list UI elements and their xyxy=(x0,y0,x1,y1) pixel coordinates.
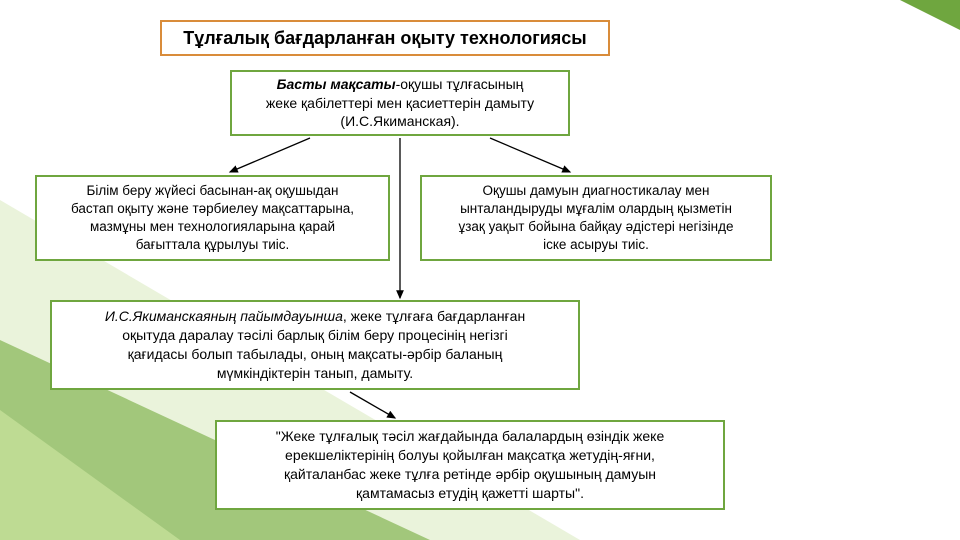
text-line: оқытуда даралау тәсілі барлық білім беру… xyxy=(122,326,508,345)
text-line: қағидасы болып табылады, оның мақсаты-әр… xyxy=(128,345,503,364)
diagram-title: Тұлғалық бағдарланған оқыту технологиясы xyxy=(160,20,610,56)
text-line: Оқушы дамуын диагностикалау мен xyxy=(483,182,710,200)
box-left: Білім беру жүйесі басынан-ақ оқушыданбас… xyxy=(35,175,390,261)
text-line: мүмкіндіктерін танып, дамыту. xyxy=(217,364,413,383)
box-goal: Басты мақсаты-оқушы тұлғасыныңжеке қабіл… xyxy=(230,70,570,136)
text-line: Білім беру жүйесі басынан-ақ оқушыдан xyxy=(86,182,338,200)
text-line: ерекшеліктерінің болуы қойылған мақсатқа… xyxy=(285,446,655,465)
text-line: бастап оқыту және тәрбиелеу мақсаттарына… xyxy=(71,200,354,218)
text-line: іске асыруы тиіс. xyxy=(543,236,649,254)
text-line: (И.С.Якиманская). xyxy=(340,112,459,131)
box-mid: И.С.Якиманскаяның пайымдауынша, жеке тұл… xyxy=(50,300,580,390)
text-line: "Жеке тұлғалық тәсіл жағдайында балалард… xyxy=(276,427,665,446)
text-line: мазмұны мен технологияларына қарай xyxy=(90,218,335,236)
text-line: ұзақ уақыт бойына байқау әдістері негізі… xyxy=(458,218,733,236)
text-line: Басты мақсаты-оқушы тұлғасының xyxy=(277,75,524,94)
text-line: И.С.Якиманскаяның пайымдауынша, жеке тұл… xyxy=(105,307,525,326)
title-text: Тұлғалық бағдарланған оқыту технологиясы xyxy=(183,28,586,49)
text-line: қайталанбас жеке тұлға ретінде әрбір оқу… xyxy=(284,465,656,484)
text-line: бағыттала құрылуы тиіс. xyxy=(136,236,290,254)
text-line: ынталандыруды мұғалім олардың қызметін xyxy=(460,200,732,218)
text-line: жеке қабілеттері мен қасиеттерін дамыту xyxy=(266,94,534,113)
box-bottom: "Жеке тұлғалық тәсіл жағдайында балалард… xyxy=(215,420,725,510)
text-line: қамтамасыз етудің қажетті шарты". xyxy=(356,484,584,503)
box-right: Оқушы дамуын диагностикалау менынталанды… xyxy=(420,175,772,261)
